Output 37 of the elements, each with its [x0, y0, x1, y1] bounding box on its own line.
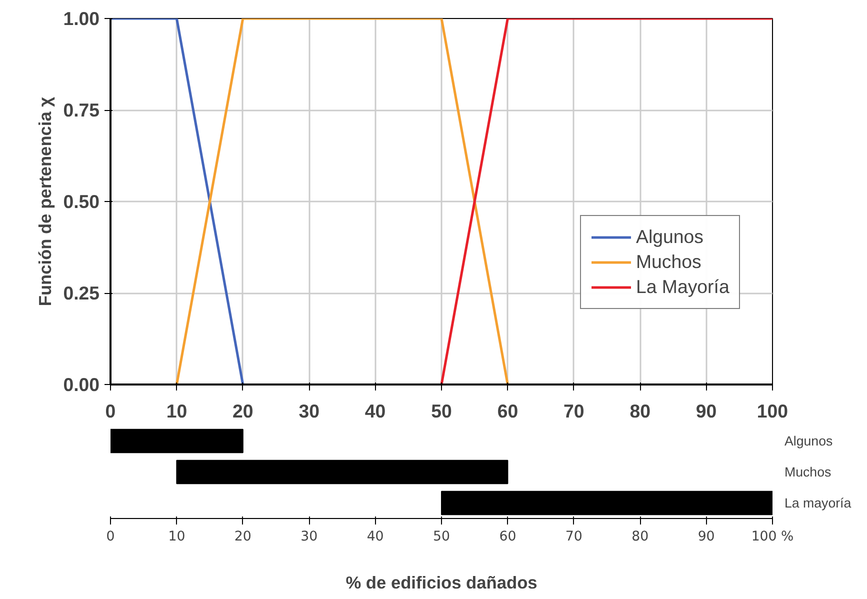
x-tick-label: 0 — [105, 400, 116, 422]
y-axis-title: Función de pertenencia χ — [35, 96, 56, 306]
x-tick-label: 20 — [234, 530, 252, 544]
x-tick-label: 30 — [300, 530, 318, 544]
x-axis-title: % de edificios dañados — [346, 572, 538, 592]
y-tick-label: 0.75 — [63, 100, 100, 120]
x-tick-label: 90 — [698, 530, 715, 544]
y-tick-label: 0.50 — [63, 191, 100, 212]
x-tick-label: 40 — [366, 530, 384, 544]
y-tick-label: 0.00 — [63, 374, 100, 395]
x-tick-label: 100 % — [751, 530, 794, 544]
bar — [110, 428, 244, 454]
x-tick-label: 80 — [632, 530, 649, 544]
y-tick-label: Muchos — [784, 464, 832, 480]
x-tick-label: 80 — [630, 400, 650, 422]
x-tick-label: 10 — [166, 400, 188, 422]
x-tick-label: 10 — [168, 530, 186, 544]
y-tick-label: La mayoría — [784, 496, 852, 510]
x-tick-label: 90 — [696, 400, 717, 422]
legend-label: Muchos — [636, 251, 702, 273]
legend-label: Algunos — [636, 226, 704, 248]
x-tick-label: 40 — [364, 400, 386, 422]
x-tick-label: 60 — [499, 530, 516, 544]
x-tick-label: 100 — [756, 400, 788, 422]
x-tick-label: 60 — [497, 400, 518, 422]
x-tick-label: 0 — [106, 530, 115, 544]
x-tick-label: 20 — [232, 400, 254, 422]
x-tick-label: 70 — [565, 530, 582, 544]
y-tick-label: 1.00 — [63, 8, 100, 29]
y-tick-label: Algunos — [784, 434, 833, 448]
y-tick-label: 0.25 — [63, 282, 100, 304]
x-tick-label: 70 — [564, 400, 584, 422]
bar — [176, 460, 508, 484]
x-tick-label: 50 — [431, 400, 452, 422]
x-tick-label: 50 — [433, 530, 450, 544]
x-tick-label: 30 — [298, 400, 320, 422]
legend-label: La Mayoría — [636, 276, 730, 298]
